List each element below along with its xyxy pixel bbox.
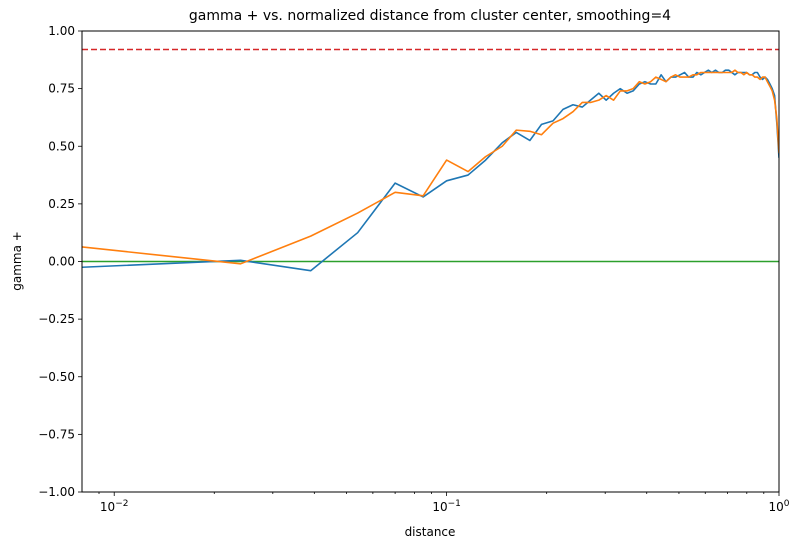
- y-tick-label: −0.25: [38, 312, 75, 326]
- y-tick-label: 0.75: [48, 82, 75, 96]
- x-tick-label: 100: [768, 499, 789, 514]
- reference-lines: [82, 48, 779, 263]
- y-tick-label: −0.50: [38, 370, 75, 384]
- y-tick-label: 1.00: [48, 24, 75, 38]
- y-axis-title: gamma +: [10, 231, 24, 291]
- chart-title: gamma + vs. normalized distance from clu…: [189, 8, 671, 24]
- x-axis-title: distance: [405, 525, 456, 539]
- y-tick-label: −0.75: [38, 427, 75, 441]
- y-tick-label: 0.00: [48, 255, 75, 269]
- y-tick-label: −1.00: [38, 485, 75, 499]
- y-tick-label: 0.50: [48, 139, 75, 153]
- y-axis: 1.00 0.75 0.50 0.25 0.00 −0.25 −0.50 −0.75 −1.00: [38, 24, 82, 499]
- x-tick-label: 10−1: [432, 499, 461, 514]
- series-layer: [82, 69, 779, 272]
- x-tick-label: 10−2: [100, 499, 129, 514]
- series-line-2: [82, 69, 779, 265]
- y-tick-label: 0.25: [48, 197, 75, 211]
- x-axis: 10−2 10−1 100: [98, 492, 790, 514]
- series-line-1: [82, 69, 779, 272]
